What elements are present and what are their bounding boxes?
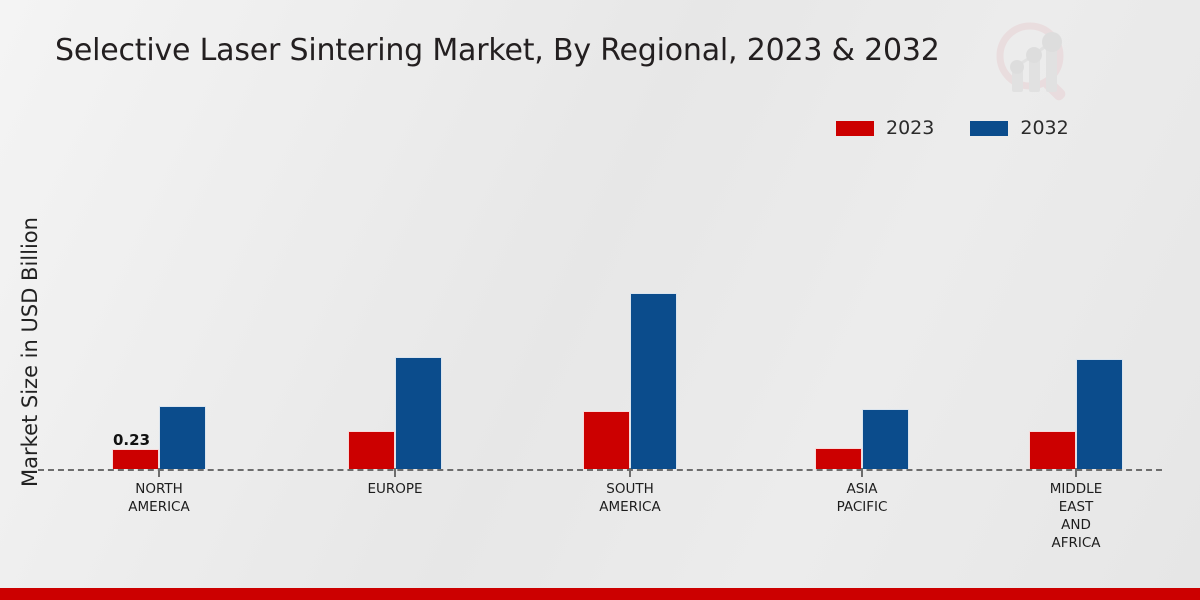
axis-baseline: [38, 469, 1162, 471]
bar-2032-south-america[interactable]: [630, 293, 677, 469]
category-label-north-america: NORTH AMERICA: [69, 480, 249, 516]
axis-tick-middle-east-and-africa: [1075, 468, 1077, 477]
chart-legend: 2023 2032: [836, 119, 1069, 138]
legend-item-2023[interactable]: 2023: [836, 119, 934, 138]
category-line: AMERICA: [599, 499, 661, 515]
category-label-asia-pacific: ASIA PACIFIC: [772, 480, 952, 516]
bar-2023-asia-pacific[interactable]: [815, 448, 862, 469]
bar-2032-europe[interactable]: [395, 357, 442, 469]
category-line: PACIFIC: [836, 499, 888, 515]
tick-holder-asia-pacific: [815, 468, 909, 478]
category-line: MIDDLE: [1049, 481, 1103, 497]
category-line: SOUTH: [606, 481, 654, 497]
footer-strip: [0, 588, 1200, 600]
category-line: AMERICA: [128, 499, 190, 515]
axis-tick-europe: [394, 468, 396, 477]
axis-tick-north-america: [158, 468, 160, 477]
tick-holder-south-america: [583, 468, 677, 478]
legend-label-2032: 2032: [1020, 117, 1069, 139]
bar-group-middle-east-and-africa: [1029, 169, 1123, 469]
bar-2023-north-america[interactable]: [112, 449, 159, 469]
category-label-south-america: SOUTH AMERICA: [540, 480, 720, 516]
axis-tick-asia-pacific: [861, 468, 863, 477]
legend-swatch-2032: [970, 121, 1009, 136]
legend-label-2023: 2023: [886, 117, 935, 139]
tick-holder-middle-east-and-africa: [1029, 468, 1123, 478]
bar-group-south-america: [583, 169, 677, 469]
magnifier-bar-chart-logo-icon: [988, 14, 1084, 110]
category-label-europe: EUROPE: [305, 480, 485, 498]
data-label-2023-north-america: 0.23: [113, 431, 151, 449]
category-line: ASIA: [846, 481, 878, 497]
category-line: EUROPE: [367, 481, 423, 497]
legend-item-2032[interactable]: 2032: [970, 117, 1069, 139]
category-line: NORTH: [135, 481, 183, 497]
bar-group-north-america: [112, 169, 206, 469]
bar-2032-asia-pacific[interactable]: [862, 409, 909, 469]
bar-2023-south-america[interactable]: [583, 411, 630, 469]
bar-group-europe: [348, 169, 442, 469]
category-line: EAST: [1058, 499, 1094, 515]
axis-tick-south-america: [629, 468, 631, 477]
category-line: AND: [1061, 517, 1091, 533]
tick-holder-europe: [348, 468, 442, 478]
bar-group-asia-pacific: [815, 169, 909, 469]
category-line: AFRICA: [1051, 535, 1101, 551]
tick-holder-north-america: [112, 468, 206, 478]
bar-2032-north-america[interactable]: [159, 406, 206, 469]
bar-2023-middle-east-and-africa[interactable]: [1029, 431, 1076, 469]
legend-swatch-2023: [836, 121, 874, 136]
bar-2023-europe[interactable]: [348, 431, 395, 469]
bar-2032-middle-east-and-africa[interactable]: [1076, 359, 1123, 469]
page-title: Selective Laser Sintering Market, By Reg…: [55, 33, 940, 68]
category-label-middle-east-and-africa: MIDDLE EAST AND AFRICA: [986, 480, 1166, 552]
